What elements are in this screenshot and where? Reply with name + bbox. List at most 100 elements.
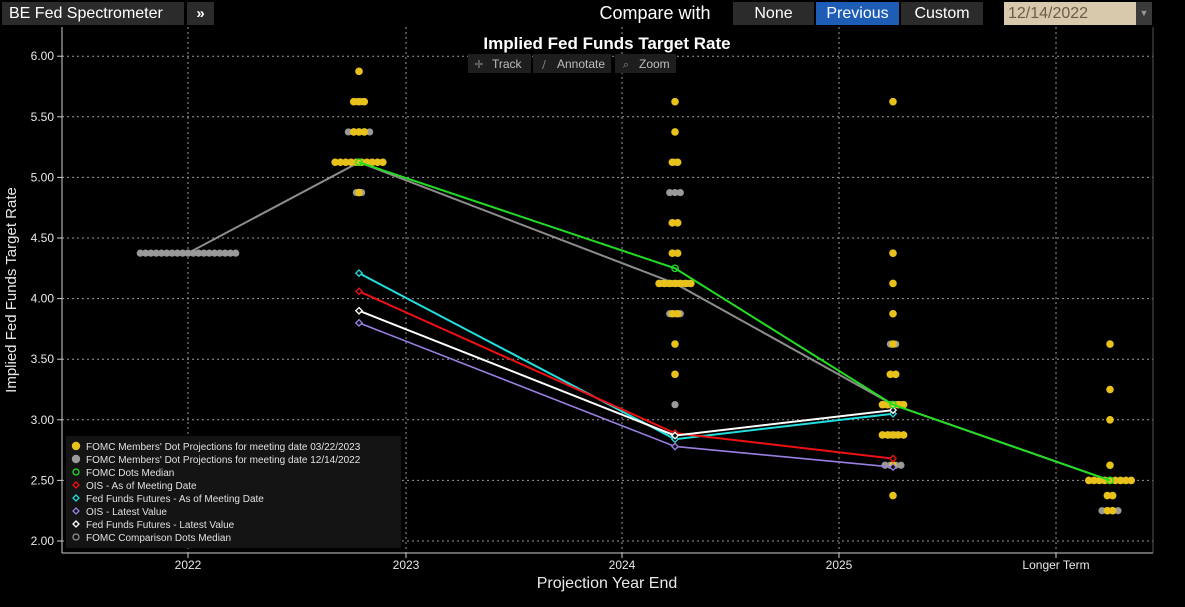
- current-dot: [676, 279, 685, 288]
- tool-track[interactable]: ✛ Track: [468, 54, 531, 73]
- current-dot: [1103, 506, 1112, 515]
- y-tick-label: 6.00: [31, 49, 55, 63]
- chart-title: Implied Fed Funds Target Rate: [483, 34, 730, 53]
- ois-latest-marker: [354, 318, 364, 327]
- previous-dot: [163, 249, 171, 257]
- futures-latest-marker: [888, 405, 898, 415]
- legend-dot-marker: [71, 441, 81, 451]
- tool-label: Track: [492, 57, 523, 71]
- current-dot: [1122, 476, 1130, 485]
- previous-dot: [205, 249, 213, 257]
- previous-dot: [676, 188, 684, 197]
- previous-dot: [173, 249, 181, 257]
- previous-dot: [666, 188, 674, 197]
- app-title[interactable]: BE Fed Spectrometer: [2, 2, 184, 25]
- legend-label: FOMC Comparison Dots Median: [86, 533, 231, 544]
- current-dot: [355, 128, 363, 136]
- y-tick-label: 5.00: [31, 170, 55, 184]
- previous-dot: [344, 128, 352, 136]
- current-dot: [687, 279, 695, 288]
- current-dot: [1108, 506, 1117, 515]
- y-axis-label: Implied Fed Funds Target Rate: [3, 187, 20, 393]
- tool-button-bg: [615, 54, 676, 73]
- current-dot: [1127, 476, 1135, 485]
- previous-dot: [179, 249, 187, 257]
- current-dot: [899, 431, 908, 439]
- x-tick-label: 2022: [175, 558, 202, 572]
- caret-down-icon[interactable]: ▼: [1136, 2, 1152, 25]
- compare-custom-button[interactable]: Custom: [901, 2, 983, 25]
- current-dot: [671, 279, 679, 288]
- current-dot: [889, 340, 897, 348]
- ois-meeting-line: [358, 290, 894, 460]
- compare-none-button[interactable]: None: [733, 2, 814, 25]
- previous-dot: [210, 249, 219, 257]
- current-dot: [889, 431, 897, 439]
- current-dot: [379, 158, 387, 167]
- current-dot: [373, 158, 382, 167]
- legend-label: Fed Funds Futures - Latest Value: [86, 520, 235, 531]
- tool-zoom[interactable]: ⌕ Zoom: [615, 54, 676, 73]
- y-tick-label: 5.50: [31, 110, 55, 124]
- current-dot: [336, 158, 345, 167]
- current-dot: [349, 128, 358, 136]
- current-dot: [349, 97, 358, 106]
- previous-dot: [216, 249, 224, 257]
- current-dot: [894, 431, 903, 439]
- ois-latest-line: [358, 322, 894, 468]
- legend-label: FOMC Members' Dot Projections for meetin…: [86, 442, 361, 453]
- current-dot: [665, 279, 674, 288]
- current-dot: [341, 158, 350, 167]
- futures-meeting-line: [358, 272, 894, 441]
- tool-annotate[interactable]: ∕ Annotate: [533, 54, 611, 73]
- double-chevron-right-icon[interactable]: »: [187, 2, 214, 25]
- legend-diamond-marker: [72, 481, 80, 489]
- series-layer: [136, 67, 1135, 515]
- futures-latest-marker: [354, 306, 364, 315]
- legend-label: FOMC Dots Median: [86, 468, 174, 479]
- x-tick-label: Longer Term: [1022, 558, 1089, 572]
- current-dot: [671, 370, 679, 379]
- previous-dot: [232, 249, 240, 257]
- tool-label: Annotate: [557, 57, 605, 71]
- current-dot: [355, 67, 363, 76]
- previous-dot: [152, 249, 160, 257]
- current-dot: [878, 400, 887, 409]
- current-dot: [331, 158, 339, 167]
- previous-dot: [189, 249, 197, 257]
- compare-previous-button[interactable]: Previous: [816, 2, 899, 25]
- current-dot: [671, 97, 679, 106]
- previous-dot: [366, 128, 374, 136]
- previous-dot: [147, 249, 155, 257]
- current-dot: [368, 158, 377, 167]
- tool-button-bg: [468, 54, 531, 73]
- current-dot: [1106, 385, 1114, 394]
- current-dot: [891, 370, 900, 379]
- legend-label: Fed Funds Futures - As of Meeting Date: [86, 494, 264, 505]
- current-dot: [671, 340, 679, 348]
- current-dot: [1106, 476, 1114, 485]
- pencil-icon: ∕: [542, 58, 546, 71]
- previous-dot: [671, 188, 679, 197]
- current-dot: [668, 219, 677, 227]
- current-dot: [668, 309, 677, 318]
- crosshair-icon: ✛: [474, 58, 483, 71]
- current-dot: [878, 431, 887, 439]
- current-dot: [360, 97, 369, 106]
- legend-diamond-marker: [72, 507, 80, 515]
- dots-median-marker: [1106, 476, 1114, 485]
- previous-dot: [136, 249, 144, 257]
- tool-label: Zoom: [639, 57, 670, 71]
- current-dot: [1106, 340, 1114, 348]
- previous-dot: [200, 249, 208, 257]
- current-dot: [1106, 416, 1114, 424]
- current-dot: [1095, 476, 1104, 485]
- comparison-date-input[interactable]: [1004, 2, 1136, 25]
- y-tick-label: 3.50: [31, 352, 55, 366]
- current-dot: [347, 158, 355, 167]
- magnifier-icon: ⌕: [623, 58, 629, 71]
- legend-label: OIS - Latest Value: [86, 507, 167, 518]
- ois-meeting-marker: [354, 287, 364, 296]
- current-dot: [883, 431, 892, 439]
